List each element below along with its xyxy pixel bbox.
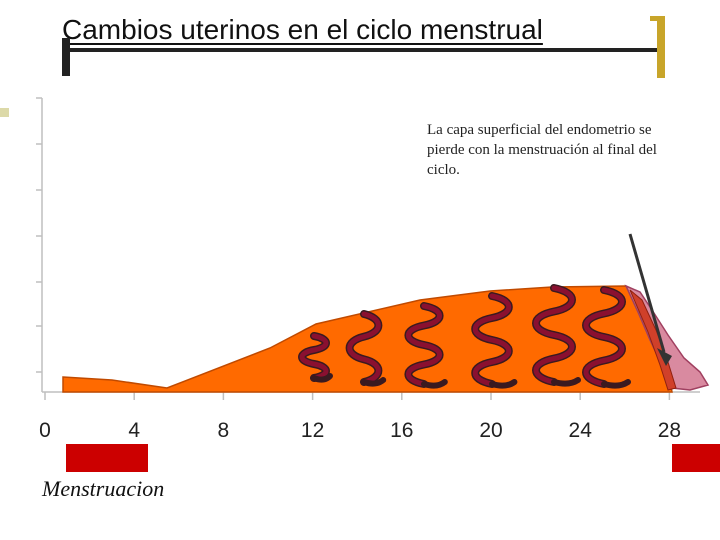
coiled-gland (347, 311, 381, 385)
gland-base (311, 373, 333, 383)
gland-base (489, 379, 518, 389)
title-frame-right-bar (657, 16, 665, 78)
coiled-gland (583, 287, 625, 387)
x-tick-label: 12 (301, 419, 324, 442)
menstruation-label: Menstruacion (42, 476, 165, 501)
gland-base (551, 377, 581, 387)
gland-base (421, 379, 448, 389)
x-tick-label: 0 (39, 419, 51, 442)
x-tick-label: 16 (390, 419, 413, 442)
x-tick-label: 20 (479, 419, 502, 442)
annotation-arrow (628, 233, 666, 353)
y-axis-ticks (36, 97, 42, 373)
gland-base (601, 379, 631, 389)
x-tick-label: 8 (218, 419, 230, 442)
slide-title: Cambios uterinos en el ciclo menstrual (62, 14, 543, 45)
menstruation-bar-start (66, 444, 148, 472)
coiled-gland (299, 333, 329, 381)
uterine-glands (298, 284, 631, 389)
menstruation-bar-end (672, 444, 720, 472)
x-tick-label: 4 (128, 419, 140, 442)
annotation-arrowhead (657, 348, 672, 366)
coiled-gland (533, 285, 575, 385)
x-tick-label: 28 (658, 419, 681, 442)
x-tick-label: 24 (569, 419, 593, 442)
coiled-gland (405, 303, 443, 387)
gland-base (361, 377, 387, 387)
coiled-gland (472, 293, 512, 387)
x-axis-ticks: 0 4 8 12 16 20 24 28 (39, 392, 681, 442)
title-frame-left-bar (62, 38, 70, 76)
bullet-square-icon (0, 108, 9, 117)
title-frame-underline (62, 48, 658, 52)
shed-layer-dark-edge (629, 289, 677, 391)
annotation-text: La capa superficial del endometrio se pi… (427, 122, 657, 178)
